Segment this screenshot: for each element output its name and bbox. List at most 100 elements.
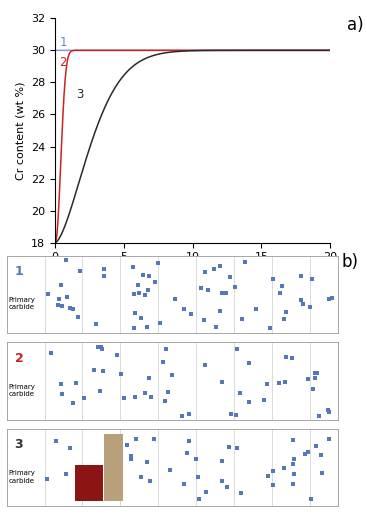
Point [132,309,138,317]
Point [98,342,104,351]
Point [146,373,152,382]
Bar [75,466,103,501]
Point [211,265,217,274]
Point [147,477,153,485]
Point [234,444,240,452]
Point [312,369,317,377]
Point [217,307,223,315]
Point [232,283,238,291]
Point [67,304,73,312]
Point [63,256,69,265]
Point [279,282,285,291]
Point [186,437,192,445]
Point [270,480,276,489]
Point [330,293,335,302]
Point [277,289,283,297]
Point [124,441,130,449]
Point [242,258,248,266]
Point [145,286,151,294]
Point [319,469,325,477]
Point [162,396,168,405]
Point [302,449,308,458]
Point [305,448,311,456]
Point [99,345,105,353]
Point [224,483,229,491]
Text: 1: 1 [59,37,67,49]
Point [261,396,267,405]
Point [179,412,185,420]
Point [270,275,276,283]
Point [188,310,194,318]
Point [131,324,137,333]
Point [228,410,234,419]
Point [219,457,225,465]
Point [150,435,156,444]
Point [146,272,152,280]
Point [58,281,63,290]
Point [283,308,289,316]
Point [142,389,148,398]
Point [81,394,87,402]
Text: 3: 3 [15,438,23,452]
Text: Primary
carbide: Primary carbide [9,297,36,311]
Point [157,319,163,327]
Point [313,442,319,450]
Point [282,378,288,386]
Y-axis label: Cr content (wt %): Cr content (wt %) [15,81,26,180]
Point [298,296,304,304]
Point [118,370,124,378]
Text: b): b) [341,253,358,271]
Point [290,480,296,489]
Point [291,469,297,478]
Point [73,378,79,387]
Point [48,349,54,358]
Point [70,304,76,313]
Point [114,351,120,359]
Point [196,473,201,481]
Point [167,466,173,474]
Point [93,319,99,328]
Point [63,470,69,478]
Point [139,271,145,279]
Point [325,406,331,414]
Point [226,443,232,451]
Point [144,458,150,466]
Point [298,271,304,280]
Point [317,451,323,459]
Point [155,259,161,267]
Point [326,408,332,417]
Point [163,345,169,353]
Point [148,393,153,401]
Point [181,305,187,313]
Point [316,412,322,420]
Point [142,291,148,299]
Point [165,387,171,396]
Point [55,300,61,309]
Point [276,379,282,387]
Point [101,272,107,280]
Point [128,452,134,460]
Point [95,343,101,351]
Point [67,444,73,452]
Point [70,398,76,407]
Point [64,293,70,301]
Point [281,315,287,323]
Point [136,289,142,297]
Point [132,393,138,401]
Text: 2: 2 [15,352,23,365]
Point [283,353,289,361]
Point [138,472,143,481]
Point [309,275,315,283]
Point [169,371,175,379]
Point [234,345,240,353]
Point [59,390,65,398]
Point [160,358,166,366]
Point [91,366,97,375]
Point [267,324,273,333]
Point [219,477,225,485]
Point [75,313,81,322]
Bar [104,434,123,466]
Point [202,361,208,370]
Text: 3: 3 [76,88,84,101]
Point [52,437,58,445]
